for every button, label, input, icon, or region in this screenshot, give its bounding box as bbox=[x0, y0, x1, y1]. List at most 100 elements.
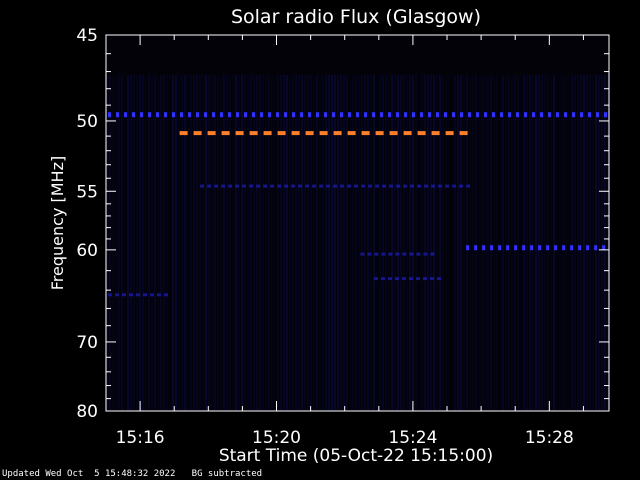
y-tick-label: 70 bbox=[76, 333, 98, 353]
noise-streak bbox=[202, 75, 204, 411]
plot-area bbox=[106, 35, 609, 411]
noise-streak bbox=[538, 75, 540, 411]
noise-streak bbox=[439, 75, 441, 411]
feature-0-segment bbox=[284, 112, 287, 118]
feature-0-segment bbox=[220, 112, 223, 118]
noise-streak bbox=[598, 75, 600, 411]
feature-3-segment bbox=[514, 245, 518, 251]
feature-3-segment bbox=[602, 245, 606, 251]
noise-streak bbox=[454, 75, 456, 411]
feature-0-segment bbox=[316, 112, 319, 118]
noise-streak bbox=[457, 75, 459, 411]
x-tick-label: 15:28 bbox=[525, 428, 574, 448]
feature-0-segment bbox=[180, 112, 183, 118]
noise-streak bbox=[262, 75, 264, 411]
feature-0-segment bbox=[484, 112, 487, 118]
feature-0-segment bbox=[596, 112, 599, 118]
feature-0-segment bbox=[460, 112, 463, 118]
feature-0-segment bbox=[252, 112, 255, 118]
noise-streak bbox=[343, 75, 345, 411]
noise-streak bbox=[373, 75, 375, 411]
noise-streak bbox=[523, 75, 525, 411]
feature-1-segment bbox=[249, 131, 258, 136]
noise-streak bbox=[124, 75, 126, 411]
noise-streak bbox=[484, 75, 486, 411]
feature-0-segment bbox=[332, 112, 335, 118]
feature-2-segment bbox=[466, 184, 471, 188]
feature-2-segment bbox=[438, 184, 443, 188]
feature-1-segment bbox=[179, 131, 188, 136]
feature-0-segment bbox=[412, 112, 415, 118]
feature-0-segment bbox=[140, 112, 143, 118]
noise-streak bbox=[121, 75, 123, 411]
noise-streak bbox=[568, 75, 570, 411]
feature-2-segment bbox=[459, 184, 464, 188]
noise-streak bbox=[106, 75, 108, 411]
noise-streak bbox=[127, 75, 129, 411]
feature-2-segment bbox=[396, 184, 401, 188]
feature-0-segment bbox=[124, 112, 127, 118]
y-tick-label: 60 bbox=[76, 241, 98, 261]
noise-streak bbox=[274, 75, 276, 411]
feature-0-segment bbox=[300, 112, 303, 118]
feature-3-segment bbox=[538, 245, 542, 251]
noise-streak bbox=[376, 75, 378, 411]
noise-streak bbox=[163, 75, 165, 411]
feature-0-segment bbox=[508, 112, 511, 118]
feature-0-segment bbox=[212, 112, 215, 118]
feature-0-segment bbox=[420, 112, 423, 118]
noise-streak bbox=[352, 75, 354, 411]
noise-streak bbox=[169, 75, 171, 411]
noise-streak bbox=[229, 75, 231, 411]
feature-0-segment bbox=[116, 112, 119, 118]
noise-streak bbox=[469, 75, 471, 411]
feature-0-segment bbox=[196, 112, 199, 118]
feature-2-segment bbox=[424, 184, 429, 188]
feature-0-segment bbox=[148, 112, 151, 118]
feature-5-segment bbox=[381, 252, 386, 256]
feature-2-segment bbox=[284, 184, 289, 188]
noise-streak bbox=[157, 75, 159, 411]
noise-streak bbox=[316, 75, 318, 411]
feature-0-segment bbox=[588, 112, 591, 118]
noise-streak bbox=[205, 75, 207, 411]
feature-3-segment bbox=[578, 245, 582, 251]
feature-2-segment bbox=[382, 184, 387, 188]
noise-streak bbox=[220, 75, 222, 411]
noise-streak bbox=[265, 75, 267, 411]
feature-3-segment bbox=[522, 245, 526, 251]
feature-0-segment bbox=[396, 112, 399, 118]
noise-streak bbox=[175, 75, 177, 411]
y-axis-label: Frequency [MHz] bbox=[48, 156, 67, 290]
noise-streak bbox=[403, 75, 405, 411]
noise-streak bbox=[592, 75, 594, 411]
feature-2-segment bbox=[305, 184, 310, 188]
noise-streak bbox=[154, 75, 156, 411]
feature-0-segment bbox=[500, 112, 503, 118]
feature-2-segment bbox=[403, 184, 408, 188]
noise-streak bbox=[556, 75, 558, 411]
feature-0-segment bbox=[476, 112, 479, 118]
feature-2-segment bbox=[200, 184, 205, 188]
feature-0-segment bbox=[164, 112, 167, 118]
noise-streak bbox=[136, 75, 138, 411]
feature-1-segment bbox=[207, 131, 216, 136]
feature-0-segment bbox=[364, 112, 367, 118]
noise-streak bbox=[418, 75, 420, 411]
noise-streak bbox=[430, 75, 432, 411]
noise-streak bbox=[112, 75, 114, 411]
footer-status: Updated Wed Oct 5 15:48:32 2022 BG subtr… bbox=[2, 469, 262, 479]
feature-3-segment bbox=[594, 245, 598, 251]
noise-streak bbox=[607, 75, 609, 411]
feature-0-segment bbox=[604, 112, 607, 118]
feature-0-segment bbox=[572, 112, 575, 118]
noise-streak bbox=[448, 75, 450, 411]
feature-3-segment bbox=[482, 245, 486, 251]
noise-streak bbox=[391, 75, 393, 411]
noise-streak bbox=[517, 75, 519, 411]
noise-streak bbox=[472, 75, 474, 411]
noise-streak bbox=[583, 75, 585, 411]
noise-streak bbox=[442, 75, 444, 411]
feature-0-segment bbox=[388, 112, 391, 118]
feature-2-segment bbox=[221, 184, 226, 188]
